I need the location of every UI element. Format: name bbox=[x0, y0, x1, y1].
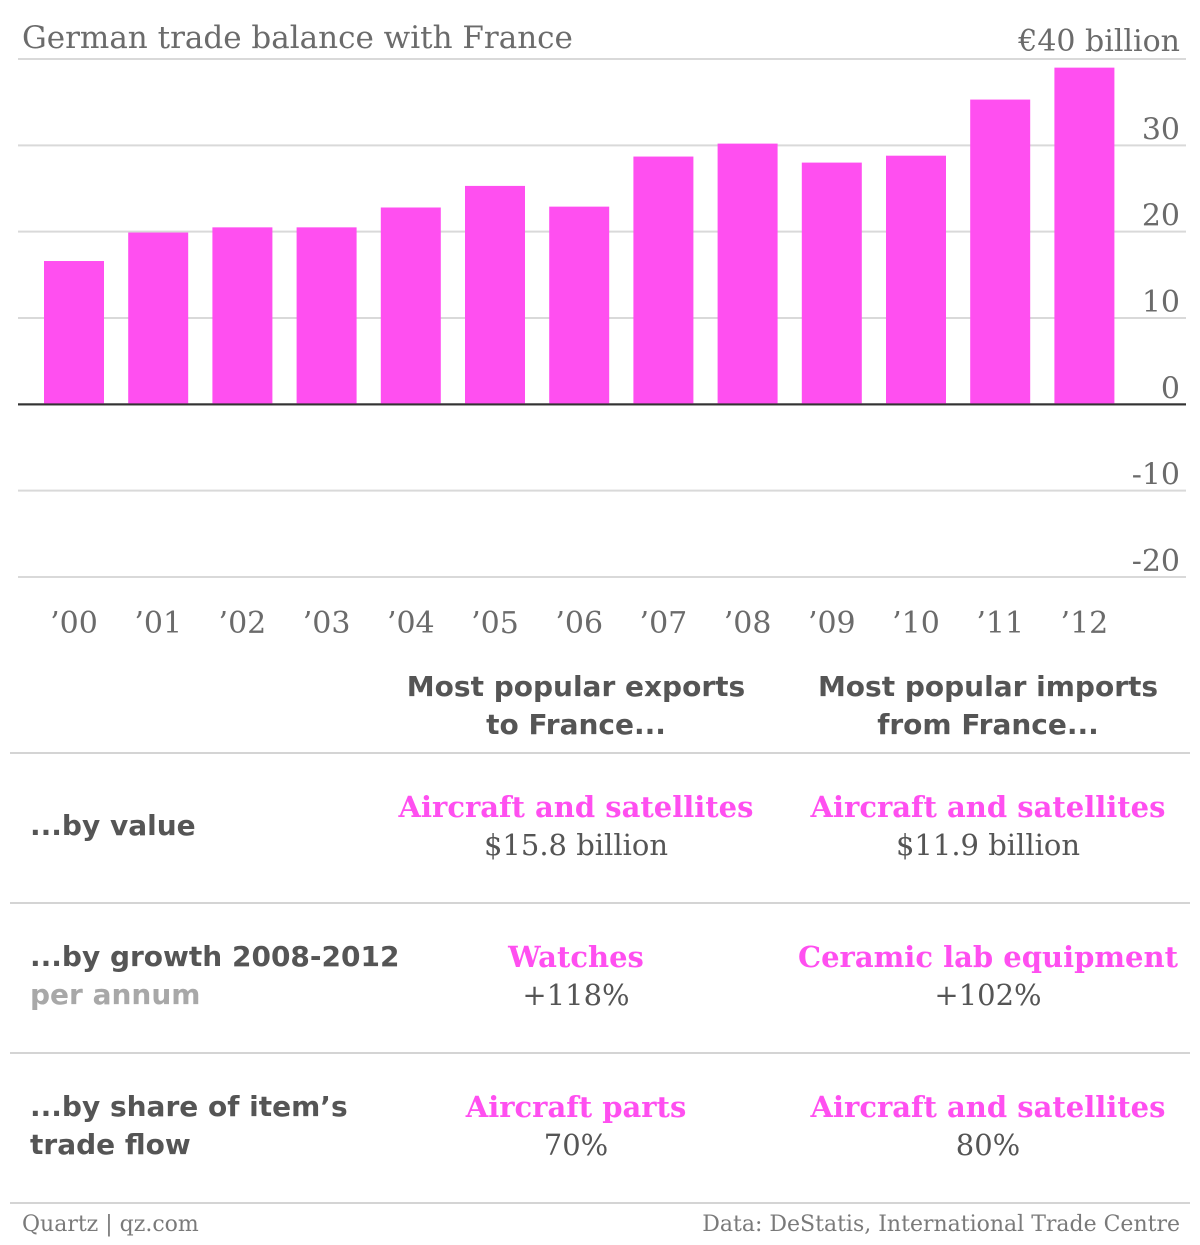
exports-header-line-1: Most popular exports bbox=[406, 670, 746, 703]
x-tick-label: ’10 bbox=[892, 606, 940, 641]
x-tick-label: ’02 bbox=[219, 606, 267, 641]
bar-4 bbox=[380, 207, 441, 405]
x-tick-label: ’07 bbox=[640, 606, 688, 641]
bar-6 bbox=[549, 206, 610, 405]
exports-header: Most popular exports to France... bbox=[396, 668, 756, 744]
imports-by-value-cell: Aircraft and satellites $11.9 billion bbox=[778, 788, 1198, 864]
imports-header: Most popular imports from France... bbox=[808, 668, 1168, 744]
x-tick-label: ’03 bbox=[303, 606, 351, 641]
imports-by-value-item: Aircraft and satellites bbox=[810, 790, 1166, 824]
bar-0 bbox=[44, 261, 104, 405]
bar-3 bbox=[296, 227, 357, 405]
exports-by-share-item: Aircraft parts bbox=[465, 1090, 687, 1124]
row-label-text-2: trade flow bbox=[30, 1128, 191, 1161]
table-divider bbox=[10, 1052, 1190, 1054]
y-tick-label: 10 bbox=[1142, 285, 1180, 320]
y-unit-label: €40 billion bbox=[1017, 24, 1180, 59]
bar-7 bbox=[633, 156, 694, 405]
bar-chart: ’00’01’02’03’04’05’06’07’08’09’10’11’12-… bbox=[18, 24, 1186, 641]
bar-10 bbox=[886, 155, 946, 405]
bar-9 bbox=[801, 162, 862, 405]
x-tick-label: ’05 bbox=[471, 606, 519, 641]
footer-source-brand: Quartz | qz.com bbox=[22, 1212, 199, 1237]
x-tick-label: ’11 bbox=[976, 606, 1024, 641]
imports-by-value-value: $11.9 billion bbox=[895, 828, 1081, 862]
exports-by-growth-value: +118% bbox=[522, 978, 630, 1012]
y-tick-label: -20 bbox=[1132, 544, 1180, 579]
imports-by-share-item: Aircraft and satellites bbox=[810, 1090, 1166, 1124]
imports-by-share-cell: Aircraft and satellites 80% bbox=[778, 1088, 1198, 1164]
imports-by-growth-cell: Ceramic lab equipment +102% bbox=[778, 938, 1198, 1014]
exports-by-share-value: 70% bbox=[543, 1128, 609, 1162]
x-tick-label: ’00 bbox=[50, 606, 98, 641]
x-tick-label: ’01 bbox=[134, 606, 182, 641]
exports-by-growth-item: Watches bbox=[508, 940, 644, 974]
y-tick-label: -10 bbox=[1132, 458, 1180, 493]
x-tick-label: ’06 bbox=[555, 606, 603, 641]
imports-header-line-2: from France... bbox=[877, 708, 1099, 741]
imports-by-share-value: 80% bbox=[955, 1128, 1021, 1162]
x-tick-label: ’04 bbox=[387, 606, 435, 641]
bar-8 bbox=[717, 143, 778, 405]
imports-by-growth-value: +102% bbox=[934, 978, 1042, 1012]
row-label-by-share: ...by share of item’s trade flow bbox=[30, 1088, 400, 1164]
exports-by-value-value: $15.8 billion bbox=[483, 828, 669, 862]
imports-header-line-1: Most popular imports bbox=[817, 670, 1159, 703]
x-tick-label: ’12 bbox=[1061, 606, 1109, 641]
bar-2 bbox=[212, 227, 273, 405]
table-divider bbox=[10, 752, 1190, 754]
x-tick-label: ’09 bbox=[808, 606, 856, 641]
exports-by-value-cell: Aircraft and satellites $15.8 billion bbox=[366, 788, 786, 864]
bar-1 bbox=[128, 232, 189, 405]
y-tick-label: 20 bbox=[1142, 199, 1180, 234]
footer-data-credit: Data: DeStatis, International Trade Cent… bbox=[702, 1212, 1180, 1237]
table-divider bbox=[10, 902, 1190, 904]
bar-5 bbox=[465, 185, 525, 405]
y-tick-label: 0 bbox=[1161, 371, 1180, 406]
exports-by-share-cell: Aircraft parts 70% bbox=[366, 1088, 786, 1164]
imports-by-growth-item: Ceramic lab equipment bbox=[798, 940, 1178, 974]
footer-divider bbox=[10, 1202, 1190, 1204]
y-tick-label: 30 bbox=[1142, 112, 1180, 147]
bar-12 bbox=[1054, 67, 1115, 405]
x-tick-label: ’08 bbox=[724, 606, 772, 641]
row-label-text: ...by share of item’s bbox=[30, 1090, 348, 1123]
exports-header-line-2: to France... bbox=[486, 708, 666, 741]
row-label-text: ...by value bbox=[30, 809, 196, 842]
row-label-text: ...by growth 2008-2012 bbox=[30, 940, 400, 973]
chart-title: German trade balance with France bbox=[22, 20, 573, 56]
bar-11 bbox=[970, 99, 1031, 405]
row-label-by-growth: ...by growth 2008-2012 per annum bbox=[30, 938, 400, 1014]
exports-by-value-item: Aircraft and satellites bbox=[398, 790, 754, 824]
row-label-by-value: ...by value bbox=[30, 807, 400, 845]
exports-by-growth-cell: Watches +118% bbox=[366, 938, 786, 1014]
row-sublabel-text: per annum bbox=[30, 978, 201, 1011]
